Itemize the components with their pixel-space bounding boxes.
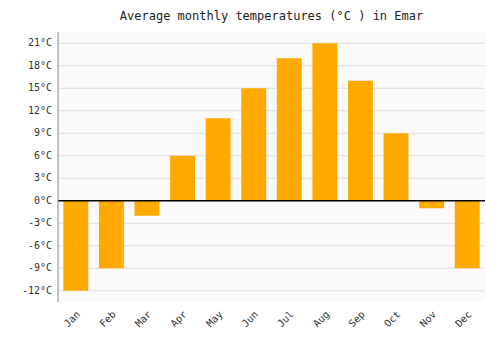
bar bbox=[206, 118, 231, 201]
bar bbox=[455, 201, 480, 269]
x-tick-label: Oct bbox=[382, 309, 403, 330]
y-tick-label: -3°C bbox=[28, 217, 52, 228]
bar bbox=[63, 201, 88, 291]
bar bbox=[135, 201, 160, 216]
bar bbox=[241, 88, 266, 201]
plot-background bbox=[58, 32, 485, 302]
y-tick-label: 15°C bbox=[28, 82, 52, 93]
grid-line bbox=[58, 110, 485, 111]
chart-container: -12°C -9°C -6°C -3°C 0°C 3°C 6°C 9°C 12°C 15°C 18°… bbox=[0, 0, 500, 350]
grid-line bbox=[58, 290, 485, 291]
grid-line bbox=[58, 200, 485, 201]
grid-line bbox=[58, 88, 485, 89]
grid-line bbox=[58, 155, 485, 156]
zero-line bbox=[58, 200, 485, 202]
y-tick-labels: -12°C -9°C -6°C -3°C 0°C 3°C 6°C 9°C 12°C 15°C 18°… bbox=[22, 37, 52, 296]
y-tick-label: -12°C bbox=[22, 285, 52, 296]
bar bbox=[277, 58, 302, 201]
chart-svg: -12°C -9°C -6°C -3°C 0°C 3°C 6°C 9°C 12°C 15°C 18°… bbox=[0, 0, 500, 350]
y-tick-label: -6°C bbox=[28, 240, 52, 251]
bar bbox=[170, 156, 195, 201]
y-grid bbox=[58, 43, 485, 291]
bar bbox=[419, 201, 444, 209]
y-tick-label: -9°C bbox=[28, 262, 52, 273]
bar bbox=[348, 81, 373, 201]
x-tick-label: Mar bbox=[133, 309, 154, 330]
x-tick-labels: Jan Feb Mar Apr May Jun Jul Aug Sep Oct Nov Dec bbox=[62, 309, 474, 330]
x-tick-label: Jul bbox=[275, 309, 296, 330]
y-tick-label: 21°C bbox=[28, 37, 52, 48]
x-tick-label: Dec bbox=[453, 309, 474, 330]
bars bbox=[63, 43, 479, 291]
x-tick-label: Jan bbox=[62, 309, 83, 330]
grid-line bbox=[58, 133, 485, 134]
x-tick-label: Apr bbox=[168, 309, 189, 330]
bar bbox=[312, 43, 337, 201]
x-tick-label: Sep bbox=[346, 309, 367, 330]
x-tick-label: Nov bbox=[418, 309, 439, 330]
x-tick-label: Aug bbox=[311, 309, 332, 330]
x-tick-label: Feb bbox=[97, 309, 118, 330]
grid-line bbox=[58, 43, 485, 44]
y-tick-label: 0°C bbox=[34, 195, 52, 206]
y-tick-label: 9°C bbox=[34, 127, 52, 138]
x-tick-label: May bbox=[204, 309, 225, 330]
x-tick-label: Jun bbox=[240, 309, 261, 330]
y-tick-label: 12°C bbox=[28, 105, 52, 116]
grid-line bbox=[58, 65, 485, 66]
y-tick-label: 6°C bbox=[34, 150, 52, 161]
y-tick-label: 3°C bbox=[34, 172, 52, 183]
bar bbox=[99, 201, 124, 269]
bar bbox=[384, 133, 409, 201]
chart-title: Average monthly temperatures (°C ) in Em… bbox=[120, 9, 423, 23]
y-tick-label: 18°C bbox=[28, 60, 52, 71]
y-axis-line bbox=[58, 32, 59, 302]
grid-line bbox=[58, 178, 485, 179]
